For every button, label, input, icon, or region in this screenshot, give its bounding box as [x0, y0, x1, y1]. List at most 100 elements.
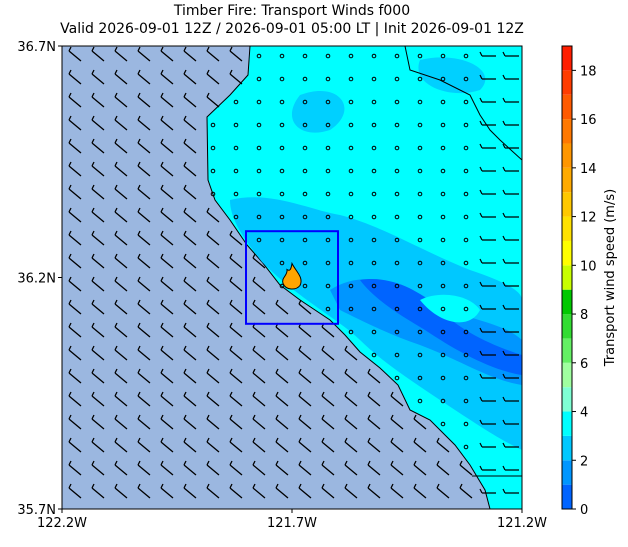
wind-barb	[479, 419, 496, 425]
wind-barb	[367, 437, 381, 453]
wind-barb	[502, 327, 519, 333]
calm-marker	[371, 329, 377, 335]
calm-marker	[348, 260, 354, 266]
colorbar-tick-label: 8	[580, 308, 588, 323]
calm-marker	[233, 145, 239, 151]
wind-barb	[91, 276, 105, 292]
wind-barb	[68, 460, 82, 476]
calm-marker	[371, 214, 377, 220]
wind-barb	[206, 437, 220, 453]
wind-barb	[390, 483, 404, 499]
calm-marker	[417, 76, 423, 82]
calm-marker	[394, 283, 400, 289]
calm-marker	[371, 191, 377, 197]
calm-marker	[325, 260, 331, 266]
wind-barb	[91, 184, 105, 200]
wind-barb	[206, 345, 220, 361]
wind-barb	[229, 460, 243, 476]
y-tick-label: 36.7N	[17, 40, 56, 55]
wind-barb	[114, 345, 128, 361]
calm-marker	[417, 352, 423, 358]
wind-barb	[160, 92, 174, 108]
colorbar-segment	[562, 192, 572, 217]
wind-barb	[137, 460, 151, 476]
wind-barb	[229, 414, 243, 430]
colorbar-tick-label: 6	[580, 357, 588, 372]
wind-barb	[479, 488, 496, 494]
wind-barb	[502, 396, 519, 402]
colorbar-segment	[562, 435, 572, 461]
calm-marker	[325, 76, 331, 82]
calm-marker	[233, 99, 239, 105]
wind-barb	[160, 391, 174, 407]
calm-marker	[463, 398, 469, 404]
wind-barb	[68, 299, 82, 315]
wind-barb	[114, 414, 128, 430]
wind-barb	[91, 299, 105, 315]
calm-marker	[394, 145, 400, 151]
wind-barb	[183, 391, 197, 407]
calm-marker	[417, 99, 423, 105]
wind-barb	[229, 391, 243, 407]
wind-barb	[160, 184, 174, 200]
wind-barb	[436, 483, 450, 499]
wind-barb	[275, 391, 289, 407]
calm-marker	[279, 283, 285, 289]
calm-marker	[394, 306, 400, 312]
wind-barb	[91, 92, 105, 108]
wind-barb	[479, 189, 496, 195]
wind-barb	[479, 97, 496, 103]
calm-marker	[210, 145, 216, 151]
calm-marker	[463, 283, 469, 289]
wind-barb	[160, 230, 174, 246]
wind-barb	[298, 299, 312, 315]
calm-marker	[302, 122, 308, 128]
wind-barb	[114, 161, 128, 177]
wind-barb	[91, 460, 105, 476]
wind-barb	[183, 460, 197, 476]
calm-marker	[371, 99, 377, 105]
wind-barb	[252, 460, 266, 476]
calm-marker	[463, 329, 469, 335]
calm-marker	[394, 53, 400, 59]
wind-barb	[68, 69, 82, 85]
colorbar-segment	[562, 265, 572, 290]
calm-marker	[256, 99, 262, 105]
wind-barb	[91, 46, 105, 62]
wind-barb	[68, 368, 82, 384]
wind-barb	[114, 276, 128, 292]
colorbar-segment	[562, 314, 572, 339]
wind-barb	[206, 391, 220, 407]
wind-barb	[479, 51, 496, 57]
colorbar-segment	[562, 411, 572, 436]
wind-barb	[252, 483, 266, 499]
wind-barb	[502, 74, 519, 80]
wind-barb	[206, 460, 220, 476]
wind-barb	[68, 138, 82, 154]
calm-marker	[302, 283, 308, 289]
calm-marker	[348, 76, 354, 82]
calm-marker	[463, 99, 469, 105]
wind-barb	[479, 396, 496, 402]
wind-barb	[114, 299, 128, 315]
wind-barb	[91, 230, 105, 246]
wind-barb	[114, 368, 128, 384]
wind-barb	[68, 253, 82, 269]
wind-barb	[390, 414, 404, 430]
calm-marker	[463, 444, 469, 450]
calm-marker	[348, 53, 354, 59]
wind-barb	[502, 97, 519, 103]
wind-barb	[367, 414, 381, 430]
calm-marker	[302, 168, 308, 174]
map-title: Timber Fire: Transport Winds f000	[173, 3, 410, 19]
wind-barb	[502, 258, 519, 264]
wind-barb	[252, 299, 266, 315]
calm-marker	[233, 122, 239, 128]
calm-marker	[348, 145, 354, 151]
wind-barb	[479, 258, 496, 264]
calm-marker	[463, 421, 469, 427]
colorbar-tick-label: 2	[580, 454, 588, 469]
calm-marker	[348, 329, 354, 335]
wind-barb	[91, 437, 105, 453]
